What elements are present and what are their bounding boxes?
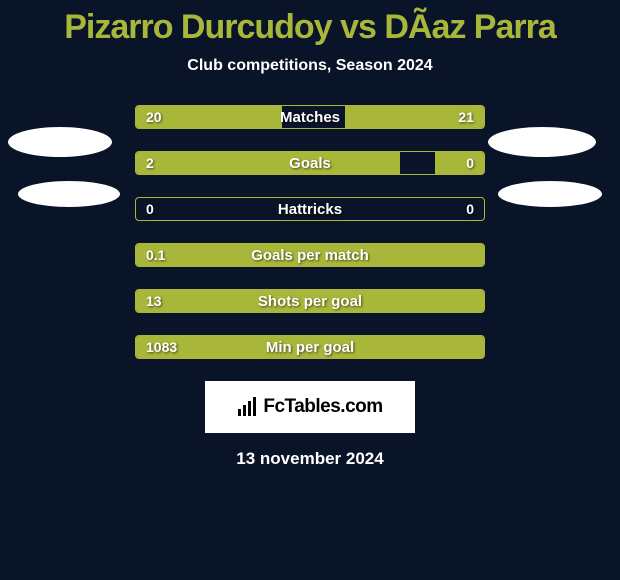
vs-separator: vs [340, 8, 376, 46]
date-label: 13 november 2024 [0, 449, 620, 469]
decorative-oval [488, 127, 596, 157]
stat-label: Hattricks [136, 198, 484, 220]
stat-label: Shots per goal [136, 290, 484, 312]
fctables-logo-text: FcTables.com [263, 396, 382, 418]
stat-bar-row: 20Goals [135, 151, 485, 175]
decorative-oval [498, 181, 602, 207]
decorative-oval [8, 127, 112, 157]
stat-bar-row: 0.1Goals per match [135, 243, 485, 267]
stat-bar-row: 1083Min per goal [135, 335, 485, 359]
stat-bars: 2021Matches 20Goals 00Hattricks 0.1Goals pe… [135, 105, 485, 359]
stat-label: Goals per match [136, 244, 484, 266]
bar-chart-icon [237, 397, 257, 417]
stat-label: Goals [136, 152, 484, 174]
comparison-title: Pizarro Durcudoy vs DÃ­az Parra [0, 0, 620, 47]
player1-name: Pizarro Durcudoy [64, 8, 331, 46]
player2-name: DÃ­az Parra [384, 8, 555, 46]
stat-bar-row: 2021Matches [135, 105, 485, 129]
decorative-oval [18, 181, 120, 207]
fctables-logo-box: FcTables.com [205, 381, 415, 433]
stat-label: Min per goal [136, 336, 484, 358]
subtitle: Club competitions, Season 2024 [0, 57, 620, 75]
comparison-content: 2021Matches 20Goals 00Hattricks 0.1Goals pe… [0, 105, 620, 469]
stat-bar-row: 13Shots per goal [135, 289, 485, 313]
stat-bar-row: 00Hattricks [135, 197, 485, 221]
stat-label: Matches [136, 106, 484, 128]
